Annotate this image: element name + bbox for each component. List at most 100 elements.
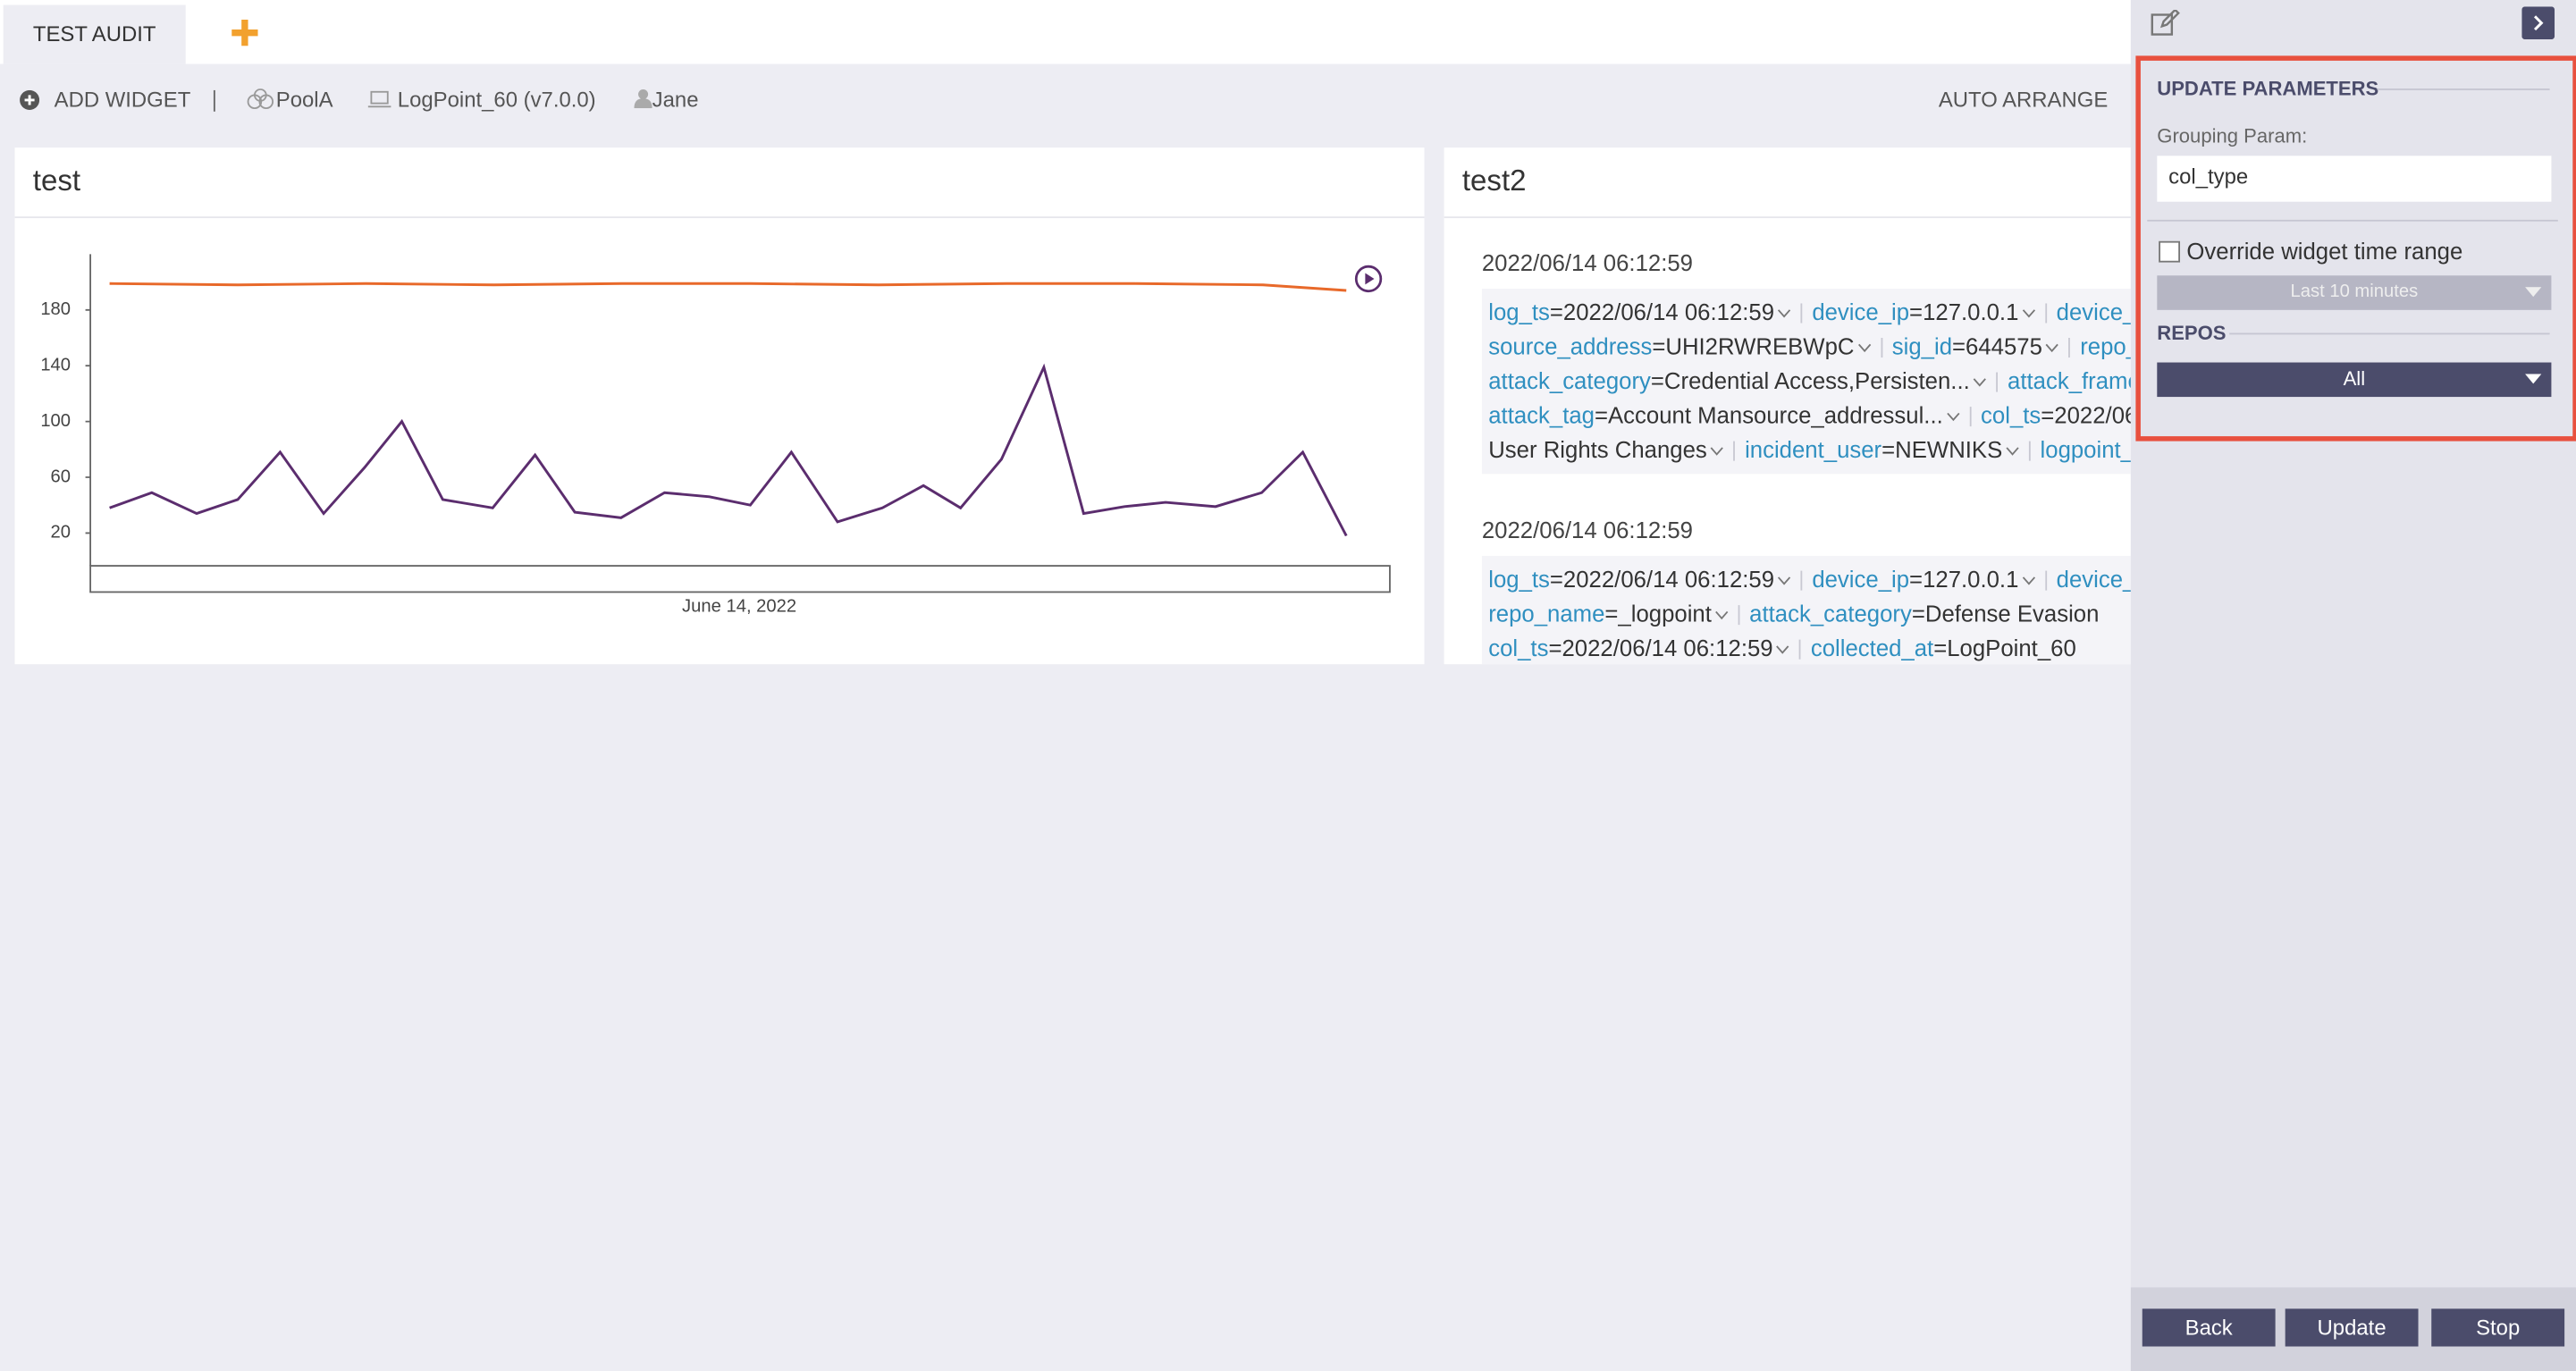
chevron[interactable] (2022, 309, 2035, 319)
grouping-input[interactable]: col_type (2157, 156, 2551, 201)
chevron[interactable] (2046, 343, 2059, 353)
pool-icon (247, 88, 274, 110)
field-row: repo_name=_logpoint attack_category=Defen… (1488, 597, 2131, 632)
field-key[interactable]: attack_framew (2008, 367, 2131, 393)
field-key[interactable]: device_ip (1812, 299, 1909, 324)
field-key[interactable]: log_ts (1488, 299, 1550, 324)
field-value: =_logpoint (1604, 601, 1711, 627)
field-key[interactable]: repo_n (2080, 333, 2131, 359)
log-entry: 2022/06/14 06:12:59log_ts=2022/06/14 06:… (1444, 517, 2131, 664)
field-key[interactable]: source_address (1488, 333, 1652, 359)
field-value: =Defense Evasion (1912, 601, 2100, 627)
divider (1444, 216, 2131, 218)
auto-arrange[interactable]: AUTO ARRANGE (1939, 85, 2108, 114)
field-key[interactable]: incident_user (1745, 436, 1881, 462)
laptop-icon (368, 90, 391, 108)
field-row: col_ts=2022/06/14 06:12:59collected_at=L… (1488, 631, 2131, 664)
field-value: =127.0.0.1 (1909, 299, 2018, 324)
separator (1738, 606, 1739, 626)
line-series (110, 367, 1347, 536)
field-label: Grouping Param: (2157, 124, 2307, 147)
chevron[interactable] (1946, 412, 1959, 422)
separator (1800, 304, 1802, 324)
logpoint: LogPoint_60 (v7.0.0) (398, 85, 596, 114)
update-button[interactable]: Update (2286, 1308, 2419, 1346)
field-key[interactable]: col_ts (1981, 402, 2041, 428)
time-range-select[interactable]: Last 10 minutes (2157, 275, 2551, 310)
field-key[interactable]: attack_category (1749, 601, 1912, 627)
separator (1969, 408, 1971, 427)
collapse-button[interactable] (2521, 6, 2555, 39)
field-row: log_ts=2022/06/14 06:12:59 device_ip=127.… (1488, 295, 2131, 330)
add-widget[interactable]: ADD WIDGET (55, 85, 191, 114)
edit-icon[interactable] (2151, 10, 2180, 38)
play-icon-arrow (1365, 273, 1374, 285)
field-value: =2022/06/14 06:12:59 (1548, 635, 1772, 660)
widget: test2 2022/06/14 06:12:59log_ts=2022/06/… (1444, 147, 2131, 664)
line-series (110, 283, 1347, 290)
field-value: =NEWNIKS (1881, 436, 2002, 462)
field-value: =2022/06/14 06:12:59 (1550, 299, 1774, 324)
field-key[interactable]: sig_id (1892, 333, 1952, 359)
chevron[interactable] (1973, 378, 1986, 388)
separator (1800, 571, 1802, 591)
chevron[interactable] (1778, 309, 1791, 319)
separator (2045, 571, 2047, 591)
chevron[interactable] (2006, 447, 2019, 457)
back-button[interactable]: Back (2142, 1308, 2276, 1346)
field-key[interactable]: device_ (2057, 566, 2131, 592)
y-tick-label: 60 (51, 467, 71, 486)
add-tab-icon[interactable] (232, 20, 257, 46)
field-key[interactable]: device_ (2057, 299, 2131, 324)
chevron[interactable] (1710, 447, 1723, 457)
log-fields: log_ts=2022/06/14 06:12:59device_ip=127.… (1482, 556, 2131, 664)
field-value: =127.0.0.1 (1909, 566, 2018, 592)
chevron[interactable] (1715, 610, 1729, 620)
field-row: attack_tag=Account Mansource_addressul..… (1488, 399, 2131, 433)
y-tick-label: 20 (51, 523, 71, 543)
timestamp: 2022/06/14 06:12:59 (1482, 517, 2131, 543)
divider (2378, 88, 2550, 90)
field-value: =644575 (1952, 333, 2042, 359)
separator (2068, 339, 2070, 358)
user: Jane (652, 85, 699, 114)
x-axis-band (90, 566, 1390, 592)
field-key[interactable]: logpoint_n (2041, 436, 2131, 462)
field-value: =2022/06. (2041, 402, 2131, 428)
field-key[interactable]: collected_at (1811, 635, 1933, 660)
field-row: source_address=UHI2RWREBWpC sig_id=644575… (1488, 330, 2131, 365)
field-row: attack_category=Credential Access,Persis… (1488, 364, 2131, 399)
checkbox[interactable] (2159, 241, 2180, 263)
field-key[interactable]: col_ts (1488, 635, 1548, 660)
divider (2229, 333, 2549, 335)
chevron[interactable] (1778, 576, 1791, 586)
field-row: User Rights Changes incident_user=NEWNIKS… (1488, 433, 2131, 467)
field-key[interactable]: attack_tag (1488, 402, 1595, 428)
field-key[interactable]: repo_name (1488, 601, 1604, 627)
separator (1996, 373, 1998, 392)
field-value: =UHI2RWREBWpC (1652, 333, 1854, 359)
y-tick-label: 140 (40, 356, 71, 375)
pool: PoolA (276, 85, 333, 114)
separator (214, 90, 215, 112)
chevron[interactable] (2022, 576, 2035, 586)
field-value: User Rights Changes (1488, 436, 1707, 462)
stop-button[interactable]: Stop (2431, 1308, 2564, 1346)
field-value: =Credential Access,Persisten... (1651, 367, 1970, 393)
field-key[interactable]: log_ts (1488, 566, 1550, 592)
repos-select[interactable]: All (2157, 363, 2551, 398)
field-key[interactable]: attack_category (1488, 367, 1651, 393)
chevron[interactable] (1776, 645, 1789, 655)
log-fields: log_ts=2022/06/14 06:12:59 device_ip=127.… (1482, 289, 2131, 474)
field-key[interactable]: device_ip (1812, 566, 1909, 592)
checkbox-label: Override widget time range (2186, 238, 2462, 264)
field-value: =2022/06/14 06:12:59 (1550, 566, 1774, 592)
widget: test June 14, 202206:12 AM06:11 AM06:10 … (15, 147, 1425, 664)
field-row: log_ts=2022/06/14 06:12:59 device_ip=127.… (1488, 562, 2131, 597)
chevron[interactable] (1857, 343, 1871, 353)
dropdown-arrow (2525, 287, 2541, 297)
tab[interactable]: TEST AUDIT (4, 5, 186, 64)
separator (1799, 640, 1801, 660)
